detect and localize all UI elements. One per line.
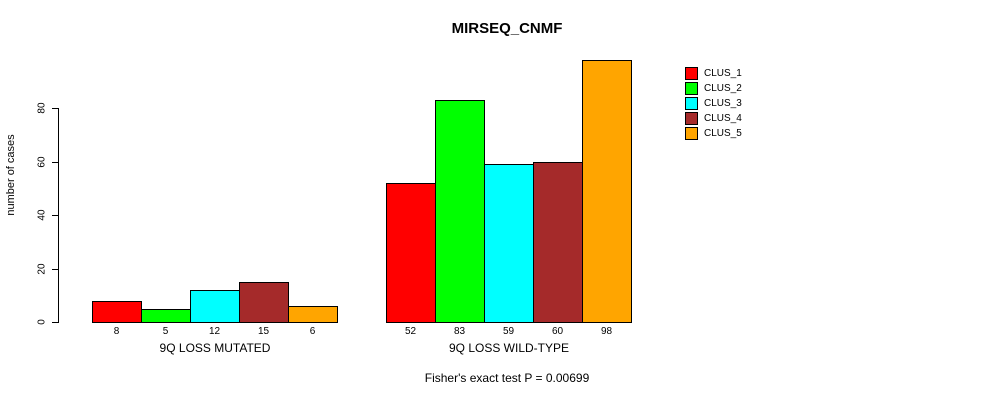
y-tick-label: 20 <box>36 262 48 275</box>
bar-value-label: 60 <box>551 326 564 337</box>
group-label-mutated: 9Q LOSS MUTATED <box>159 341 271 355</box>
bar-value-label: 8 <box>113 326 120 337</box>
legend-item-clus_4: CLUS_4 <box>685 111 742 126</box>
bar-clus_1-wildtype <box>386 182 436 323</box>
y-tick-label: 80 <box>36 102 48 114</box>
legend-swatch <box>685 67 698 80</box>
bar-clus_4-mutated <box>239 281 289 323</box>
bar-value-label: 6 <box>309 326 316 337</box>
y-tick-label: 40 <box>36 209 48 221</box>
bar-value-label: 59 <box>502 326 515 337</box>
group-label-wildtype: 9Q LOSS WILD-TYPE <box>448 341 570 355</box>
y-tick <box>52 108 58 109</box>
y-tick-label: 60 <box>36 155 48 168</box>
bar-clus_5-mutated <box>288 305 338 323</box>
chart-title: MIRSEQ_CNMF <box>451 20 563 37</box>
bar-clus_2-mutated <box>141 308 191 323</box>
bar-value-label: 83 <box>453 326 466 337</box>
legend-item-clus_1: CLUS_1 <box>685 66 742 81</box>
legend-swatch <box>685 82 698 95</box>
y-axis <box>58 108 59 323</box>
y-tick-label: 0 <box>36 319 48 325</box>
y-tick <box>52 322 58 323</box>
legend-swatch <box>685 112 698 125</box>
y-tick <box>52 268 58 270</box>
legend-label: CLUS_3 <box>704 98 742 109</box>
fisher-test-annotation: Fisher's exact test P = 0.00699 <box>424 371 590 385</box>
bar-clus_4-wildtype <box>533 161 583 323</box>
legend-item-clus_5: CLUS_5 <box>685 126 742 141</box>
bar-value-label: 98 <box>600 326 613 337</box>
y-tick <box>52 215 58 216</box>
bar-clus_1-mutated <box>92 300 142 323</box>
legend-swatch <box>685 127 698 140</box>
bar-value-label: 52 <box>404 326 417 337</box>
legend-label: CLUS_2 <box>704 83 742 94</box>
legend-label: CLUS_5 <box>704 128 742 139</box>
legend-item-clus_2: CLUS_2 <box>685 81 742 96</box>
bar-clus_5-wildtype <box>582 59 632 323</box>
bar-value-label: 12 <box>208 326 221 337</box>
legend-swatch <box>685 97 698 110</box>
legend-label: CLUS_1 <box>704 68 742 79</box>
legend-item-clus_3: CLUS_3 <box>685 96 742 111</box>
y-axis-label: number of cases <box>5 134 17 216</box>
bar-clus_3-mutated <box>190 289 240 323</box>
bar-value-label: 5 <box>162 326 169 337</box>
bar-clus_3-wildtype <box>484 164 534 323</box>
legend-label: CLUS_4 <box>704 113 742 124</box>
bar-value-label: 15 <box>257 326 270 337</box>
bar-clus_2-wildtype <box>435 99 485 323</box>
y-tick <box>52 161 58 163</box>
